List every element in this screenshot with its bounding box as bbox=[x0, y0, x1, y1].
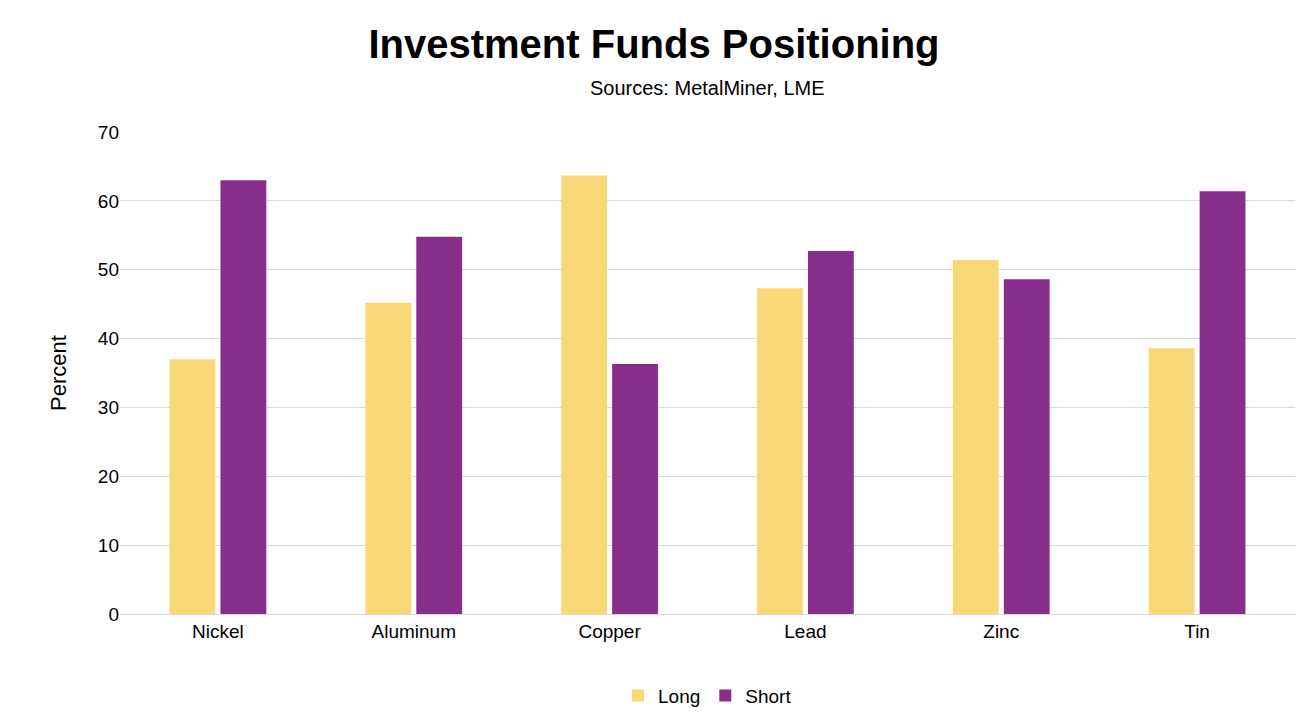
svg-text:Long: Long bbox=[658, 686, 700, 707]
svg-text:Sources: MetalMiner, LME: Sources: MetalMiner, LME bbox=[590, 77, 825, 99]
svg-text:Aluminum: Aluminum bbox=[372, 621, 456, 642]
svg-text:20: 20 bbox=[98, 466, 119, 487]
svg-text:Percent: Percent bbox=[46, 335, 71, 411]
svg-text:Short: Short bbox=[745, 686, 791, 707]
svg-text:10: 10 bbox=[98, 535, 119, 556]
svg-text:0: 0 bbox=[108, 604, 119, 625]
svg-text:Copper: Copper bbox=[578, 621, 641, 642]
svg-text:70: 70 bbox=[98, 122, 119, 143]
svg-text:Investment Funds Positioning: Investment Funds Positioning bbox=[368, 22, 939, 66]
svg-text:Lead: Lead bbox=[784, 621, 826, 642]
svg-text:Tin: Tin bbox=[1184, 621, 1210, 642]
svg-text:Nickel: Nickel bbox=[192, 621, 244, 642]
svg-text:40: 40 bbox=[98, 328, 119, 349]
svg-text:30: 30 bbox=[98, 397, 119, 418]
svg-text:50: 50 bbox=[98, 259, 119, 280]
svg-text:Zinc: Zinc bbox=[983, 621, 1019, 642]
svg-text:60: 60 bbox=[98, 191, 119, 212]
